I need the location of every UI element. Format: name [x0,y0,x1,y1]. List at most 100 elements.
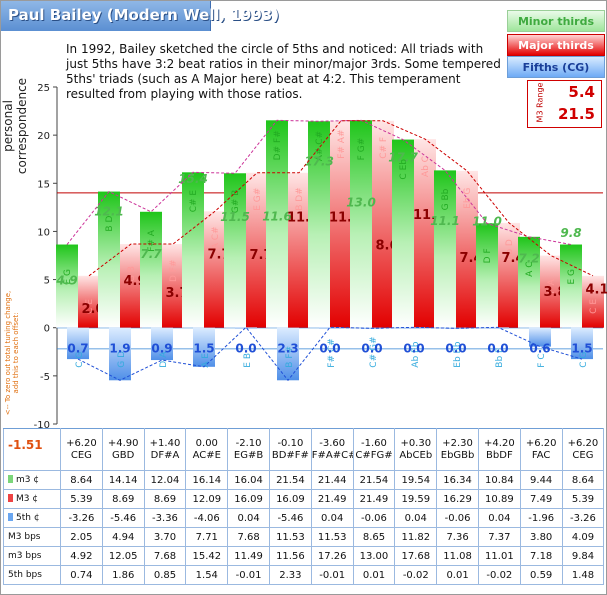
major-third-bar [120,244,142,328]
fifth-interval-name: C# G# [369,337,379,368]
table-cell: 5.39 [60,489,103,509]
fifth-interval-name: G D [117,351,127,368]
triad-name: EG#B [233,449,264,461]
minor-interval-name: F# A [147,229,157,252]
table-cell: 13.00 [352,546,396,566]
fifth-bps-label: 1.9 [109,342,130,356]
minor-bps-label: 9.8 [560,226,581,240]
table-row: 5th ¢ -3.26 -5.46 -3.36 -4.06 0.04 -5.46 0.04 -0… [3,508,605,528]
fifth-interval-name: F C [537,353,547,367]
triad-name: DF#A [150,449,180,461]
fifth-bar [151,327,173,361]
m3-range-min: 5.4 [568,83,595,101]
fifth-bps-label: 0.0 [319,342,340,356]
table-cell: 10.89 [477,489,521,509]
fifth-bar [193,327,215,367]
table-cell: 1.54 [185,565,229,585]
title-bar: Paul Bailey (Modern Well, 1993) [1,1,279,31]
major-third-bar [330,120,352,328]
table-cell: 9.84 [561,546,605,566]
major-interval-name: Bb D [505,239,515,261]
triad-header-cell: -1.60 C#FG# [352,428,396,471]
table-cell: 17.68 [394,546,438,566]
row-label-text: 5th ¢ [16,513,40,523]
y-tick-label: 25 [37,83,50,94]
fifth-bps-label: 1.5 [193,342,214,356]
minor-third-bar [434,170,456,328]
minor-bps-label: 17.7 [388,150,418,164]
minor-third-bar [560,244,582,328]
row-label: M3 bps [3,527,61,547]
major-interval-name: G B [127,266,137,282]
fifth-bps-label: 0.0 [487,342,508,356]
table-cell: 0.01 [436,565,479,585]
minor-interval-name: A C [525,262,535,277]
table-cell: 8.64 [561,470,605,490]
row-label: 5th ¢ [3,508,61,528]
major-third-bar [540,255,562,328]
table-cell: 11.82 [394,527,438,547]
y-axis-label: personal correspondence [1,77,29,175]
table-cell: -0.02 [477,565,521,585]
table-cell: 12.04 [143,470,187,490]
triad-name: CEG [70,449,92,461]
triad-header-cell: +6.20 CEG [60,428,103,471]
triad-offset: -1.60 [361,437,387,449]
fifth-interval-name: B F# [285,346,295,368]
y-tick-label: 10 [37,227,50,238]
table-cell: 19.54 [394,470,438,490]
table-cell: 8.69 [143,489,187,509]
tuning-offset-note: <-- To zero out total tuning change, add… [4,290,20,416]
fifth-bps-label: 0.0 [235,342,256,356]
minor-third-bar [392,139,414,328]
triad-header-cell: +0.30 AbCEb [394,428,438,471]
table-cell: 7.68 [143,546,187,566]
table-cell: 0.04 [227,508,270,528]
table-cell: 11.49 [227,546,270,566]
row-label: m3 ¢ [3,470,61,490]
fifth-cents-trend [77,326,583,382]
table-cell: 16.09 [268,489,312,509]
major-interval-name: D F# [169,260,179,283]
minor-third-bar [266,120,288,328]
table-row: m3 bps 4.92 12.05 7.68 15.42 11.49 11.56 17.26 1… [3,546,605,566]
table-cell: 2.05 [60,527,103,547]
table-cell: 15.42 [185,546,229,566]
minor-bps-label: 12.1 [94,205,124,219]
fifth-bar [403,327,425,329]
triad-header-cell: -3.60 F#A#C# [310,428,354,471]
fifth-bar [277,327,299,381]
table-cell: 0.01 [352,565,396,585]
fifth-bps-label: 0.9 [151,342,172,356]
table-cell: -5.46 [268,508,312,528]
triad-header-cell: -2.10 EG#B [227,428,270,471]
minor-bps-label: 11.1 [430,214,460,228]
row-label: M3 ¢ [3,489,61,509]
minor-third-bar [140,211,162,328]
table-cell: 8.65 [352,527,396,547]
table-cell: 2.33 [268,565,312,585]
fifth-interval-name: A E [201,353,211,368]
minor-interval-name: C# E [189,190,199,213]
major-third-bar [372,120,394,328]
major-interval-name: C E [589,299,599,314]
triad-name: F#A#C# [311,449,354,461]
table-cell: 4.94 [101,527,145,547]
fifth-bps-label: 0.7 [67,342,88,356]
major-third-bar [414,139,436,328]
triad-header-cell: 0.00 AC#E [185,428,229,471]
table-cell: 0.04 [310,508,354,528]
table-cell: 3.80 [519,527,563,547]
minor-bps-label: 11.6 [262,209,292,223]
fifth-interval-name: Ab Eb [411,341,421,367]
fifth-interval-name: C G [579,352,589,368]
minor-bps-label: 11.0 [472,215,502,229]
triad-offset: +6.20 [525,437,557,449]
minor-interval-name: G Bb [441,188,451,210]
chart-title: Paul Bailey (Modern Well, 1993) [8,6,280,24]
triad-offset: +0.30 [400,437,432,449]
table-header-row: +6.20 CEG +4.90 GBD +1.40 DF#A 0.00 AC#E -2.10 EG… [3,428,605,471]
table-cell: -0.01 [227,565,270,585]
triad-offset: +4.90 [107,437,139,449]
